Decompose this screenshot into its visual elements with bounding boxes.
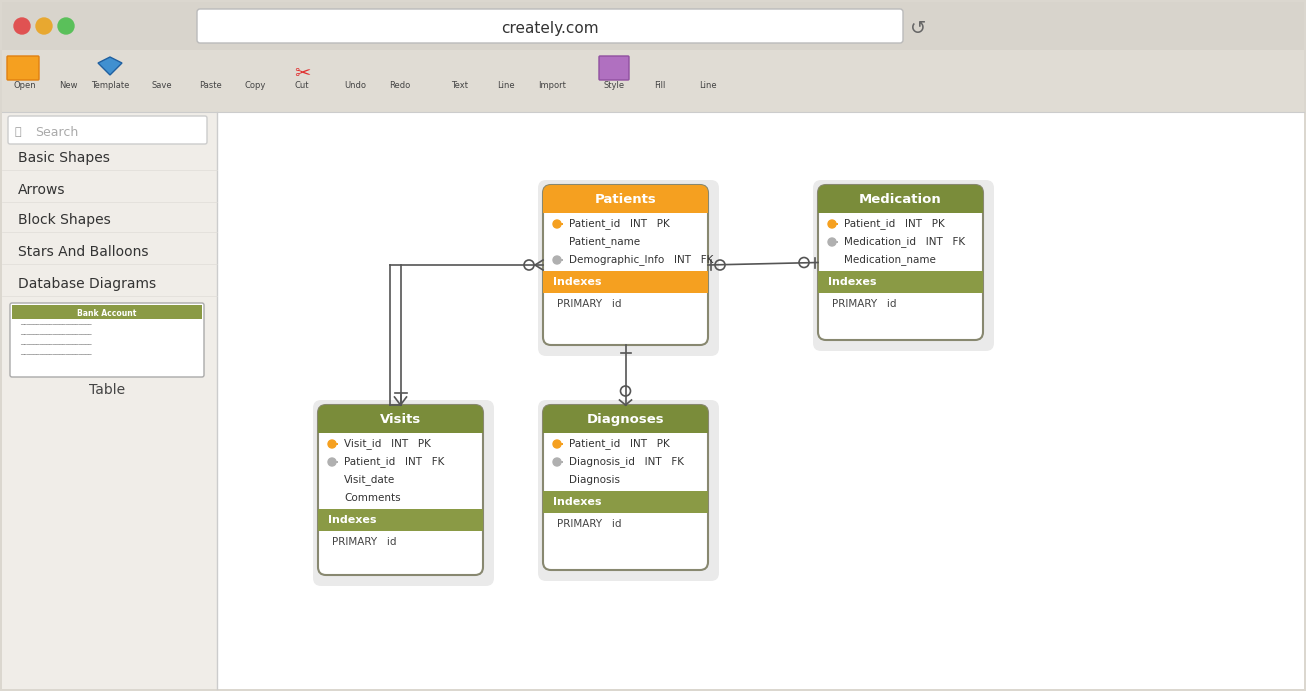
Bar: [332, 443, 338, 445]
Text: PRIMARY   id: PRIMARY id: [556, 299, 622, 309]
Text: ✂: ✂: [294, 64, 311, 82]
Bar: [556, 443, 563, 445]
Text: Database Diagrams: Database Diagrams: [18, 277, 157, 291]
Text: Text: Text: [452, 80, 469, 90]
FancyBboxPatch shape: [543, 405, 708, 570]
Text: Template: Template: [91, 80, 129, 90]
Text: Line: Line: [699, 80, 717, 90]
Text: Style: Style: [603, 80, 624, 90]
FancyBboxPatch shape: [543, 185, 708, 345]
Bar: [3, 50, 1303, 112]
Text: Cut: Cut: [295, 80, 310, 90]
FancyBboxPatch shape: [317, 405, 483, 575]
Text: Undo: Undo: [343, 80, 366, 90]
Text: creately.com: creately.com: [502, 21, 599, 35]
Bar: [543, 425, 708, 433]
FancyBboxPatch shape: [12, 305, 202, 319]
Circle shape: [828, 220, 836, 228]
Text: Indexes: Indexes: [828, 277, 876, 287]
Bar: [556, 223, 563, 225]
FancyBboxPatch shape: [543, 185, 708, 213]
Bar: [332, 443, 338, 445]
Bar: [317, 425, 483, 433]
Text: ──────────────────────: ──────────────────────: [20, 332, 91, 337]
Text: New: New: [59, 80, 77, 90]
Text: Block Shapes: Block Shapes: [18, 213, 111, 227]
Text: Open: Open: [13, 80, 37, 90]
Bar: [317, 509, 483, 531]
FancyBboxPatch shape: [814, 180, 994, 351]
Circle shape: [552, 440, 562, 448]
FancyBboxPatch shape: [10, 303, 204, 377]
Bar: [543, 491, 708, 513]
Text: Indexes: Indexes: [328, 515, 376, 525]
Text: ──────────────────────: ──────────────────────: [20, 352, 91, 357]
Bar: [556, 461, 563, 463]
Bar: [217, 112, 1303, 689]
Text: Visit_date: Visit_date: [343, 475, 396, 486]
Bar: [818, 271, 983, 293]
Text: Patient_id   INT   FK: Patient_id INT FK: [343, 457, 444, 467]
Text: Save: Save: [151, 80, 172, 90]
Text: Line: Line: [498, 80, 515, 90]
Text: Copy: Copy: [244, 80, 265, 90]
Text: ──────────────────────: ──────────────────────: [20, 343, 91, 348]
Text: PRIMARY   id: PRIMARY id: [556, 519, 622, 529]
Bar: [332, 461, 338, 463]
Text: Patient_id   INT   PK: Patient_id INT PK: [844, 218, 944, 229]
Text: Bank Account: Bank Account: [77, 308, 137, 317]
Circle shape: [828, 238, 836, 246]
Text: Medication: Medication: [859, 193, 942, 205]
Polygon shape: [98, 57, 121, 75]
FancyBboxPatch shape: [538, 400, 720, 581]
Text: Patient_id   INT   PK: Patient_id INT PK: [569, 218, 670, 229]
Bar: [556, 223, 563, 225]
Bar: [832, 223, 838, 225]
Text: PRIMARY   id: PRIMARY id: [332, 537, 397, 547]
FancyBboxPatch shape: [543, 405, 708, 433]
Text: Patient_id   INT   PK: Patient_id INT PK: [569, 439, 670, 449]
Text: Medication_id   INT   FK: Medication_id INT FK: [844, 236, 965, 247]
Circle shape: [37, 18, 52, 34]
Text: Demographic_Info   INT   FK: Demographic_Info INT FK: [569, 254, 713, 265]
Text: 🔍: 🔍: [14, 127, 21, 137]
Text: Basic Shapes: Basic Shapes: [18, 151, 110, 165]
Circle shape: [328, 458, 336, 466]
FancyBboxPatch shape: [538, 180, 720, 356]
Bar: [3, 112, 217, 689]
Text: Indexes: Indexes: [552, 277, 602, 287]
Text: Search: Search: [35, 126, 78, 138]
Bar: [543, 271, 708, 293]
Text: Stars And Balloons: Stars And Balloons: [18, 245, 149, 259]
FancyBboxPatch shape: [313, 400, 494, 586]
Text: Patients: Patients: [594, 193, 657, 205]
Text: Medication_name: Medication_name: [844, 254, 936, 265]
Text: Fill: Fill: [654, 80, 666, 90]
Circle shape: [552, 458, 562, 466]
FancyBboxPatch shape: [197, 9, 902, 43]
Text: Comments: Comments: [343, 493, 401, 503]
Circle shape: [57, 18, 74, 34]
Circle shape: [328, 440, 336, 448]
Circle shape: [552, 256, 562, 264]
Circle shape: [14, 18, 30, 34]
Text: Import: Import: [538, 80, 565, 90]
Text: Visit_id   INT   PK: Visit_id INT PK: [343, 439, 431, 449]
Text: Visits: Visits: [380, 413, 421, 426]
Text: Arrows: Arrows: [18, 183, 65, 197]
FancyBboxPatch shape: [818, 185, 983, 213]
Bar: [818, 205, 983, 213]
Bar: [543, 205, 708, 213]
Text: ↺: ↺: [910, 19, 926, 37]
Text: Diagnoses: Diagnoses: [586, 413, 665, 426]
FancyBboxPatch shape: [8, 116, 206, 144]
Text: Patient_name: Patient_name: [569, 236, 640, 247]
Text: Diagnosis: Diagnosis: [569, 475, 620, 485]
Text: Redo: Redo: [389, 80, 410, 90]
FancyBboxPatch shape: [317, 405, 483, 433]
Text: Table: Table: [89, 383, 125, 397]
FancyBboxPatch shape: [3, 2, 1303, 50]
Text: Indexes: Indexes: [552, 497, 602, 507]
Text: Paste: Paste: [199, 80, 222, 90]
